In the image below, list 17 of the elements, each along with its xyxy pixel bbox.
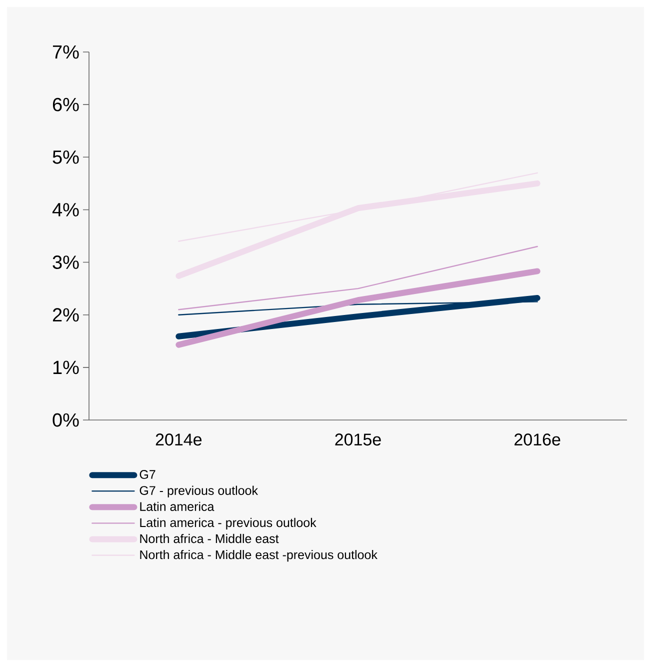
legend-label: Latin america [140, 502, 214, 512]
y-tick-label: 1% [53, 360, 79, 374]
legend-label: North africa - Middle east -previous outlook [140, 550, 378, 562]
legend-label: Latin america - previous outlook [140, 518, 316, 530]
x-tick-label: 2014e [156, 434, 202, 446]
y-tick-label: 6% [52, 98, 79, 112]
x-tick-label: 2016e [514, 434, 560, 446]
x-tick-label: 2015e [335, 434, 381, 446]
legend-label: G7 - previous outlook [140, 486, 258, 498]
y-tick-label: 2% [52, 308, 79, 322]
y-tick-label: 0% [52, 413, 79, 427]
y-tick-label: 4% [52, 203, 79, 216]
y-tick-label: 5% [52, 150, 79, 164]
y-tick-label: 3% [52, 256, 79, 270]
y-tick-label: 7% [52, 45, 79, 59]
legend-label: G7 [140, 470, 156, 479]
legend-label: North africa - Middle east [140, 534, 279, 544]
